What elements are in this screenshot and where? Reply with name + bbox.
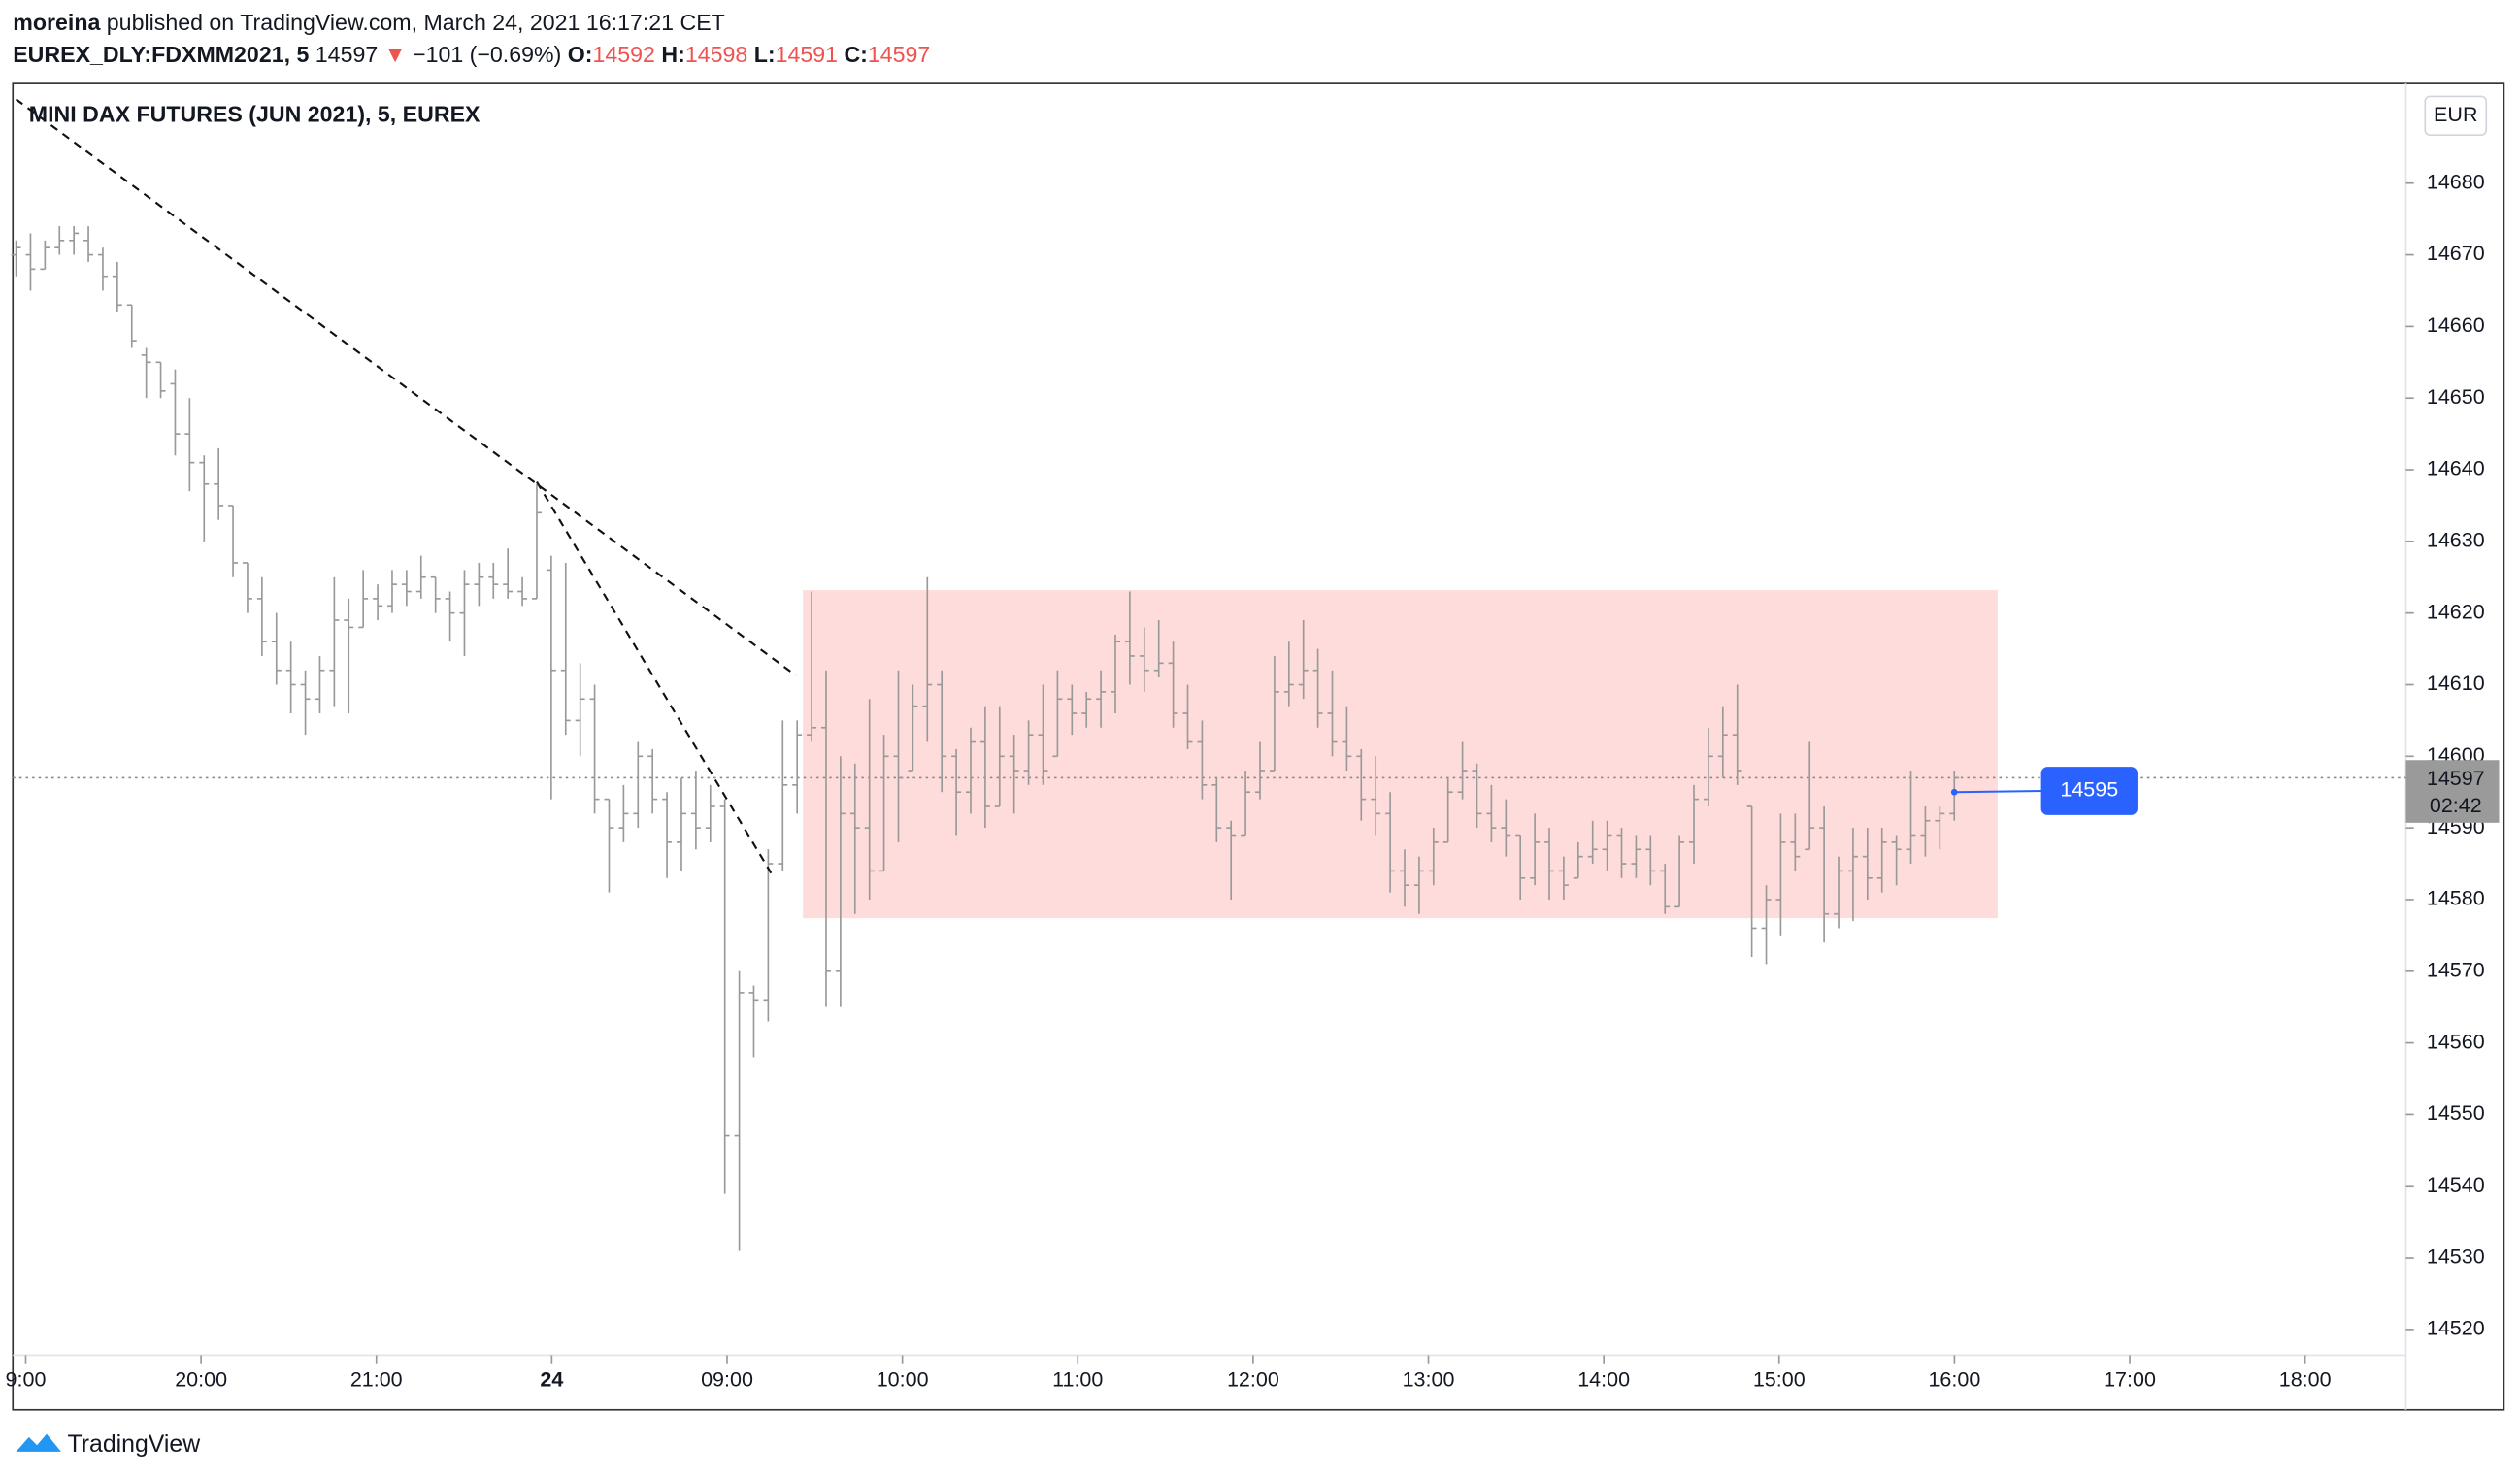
y-tick-label: 14630	[2427, 529, 2485, 552]
o: 14592	[593, 42, 655, 67]
callout-box	[2040, 767, 2138, 815]
y-tick-label: 14550	[2427, 1101, 2485, 1125]
publish-line: moreina published on TradingView.com, Ma…	[13, 10, 725, 35]
arrow: ▼	[384, 42, 407, 67]
x-tick-label: 9:00	[6, 1368, 47, 1392]
published: published on TradingView.com, March 24, …	[100, 10, 724, 35]
y-tick-label: 14520	[2427, 1317, 2485, 1340]
x-tick-label: 12:00	[1227, 1368, 1279, 1392]
x-tick-label: 20:00	[175, 1368, 227, 1392]
currency-button[interactable]	[2424, 95, 2488, 136]
logo	[16, 1433, 61, 1452]
symbol: EUREX_DLY:FDXMM2021, 5	[13, 42, 309, 67]
chart-frame	[12, 82, 2505, 1411]
h: 14598	[685, 42, 747, 67]
range-box	[803, 590, 1998, 919]
x-tick-label: 13:00	[1403, 1368, 1455, 1392]
y-tick-label: 14540	[2427, 1173, 2485, 1197]
y-tick-label: 14530	[2427, 1245, 2485, 1268]
x-tick-label: 10:00	[877, 1368, 929, 1392]
o-label: O:	[568, 42, 593, 67]
currency[interactable]: EUR	[2434, 103, 2477, 126]
x-tick-label: 18:00	[2279, 1368, 2332, 1392]
y-tick-label: 14580	[2427, 887, 2485, 910]
x-tick-label: 17:00	[2104, 1368, 2156, 1392]
y-tick-label: 14610	[2427, 672, 2485, 695]
y-tick-label: 14570	[2427, 958, 2485, 981]
x-tick-label: 09:00	[701, 1368, 753, 1392]
x-tick-label: 16:00	[1928, 1368, 1980, 1392]
brand: TradingView	[68, 1431, 201, 1458]
callout-point	[1950, 788, 1958, 796]
x-tick-label: 14:00	[1577, 1368, 1630, 1392]
x-tick-label: 21:00	[350, 1368, 403, 1392]
last-price-box	[2405, 760, 2500, 823]
y-tick-label: 14640	[2427, 457, 2485, 480]
change: −101 (−0.69%)	[413, 42, 561, 67]
countdown: 02:42	[2430, 794, 2482, 817]
y-tick-label: 14660	[2427, 313, 2485, 337]
c-label: C:	[844, 42, 867, 67]
y-tick-label: 14650	[2427, 385, 2485, 409]
y-tick-label: 14560	[2427, 1030, 2485, 1053]
x-tick-label: 11:00	[1052, 1368, 1103, 1392]
callout-line	[1954, 790, 2043, 794]
y-tick-label: 14670	[2427, 242, 2485, 265]
l: 14591	[776, 42, 838, 67]
l-label: L:	[754, 42, 776, 67]
y-tick-label: 14620	[2427, 600, 2485, 623]
y-tick-label: 14680	[2427, 170, 2485, 193]
last-price-label: 14597	[2427, 767, 2485, 790]
chart-title: MINI DAX FUTURES (JUN 2021), 5, EUREX	[29, 101, 481, 126]
trend-line	[536, 481, 773, 874]
price: 14597	[315, 42, 378, 67]
h-label: H:	[661, 42, 684, 67]
x-tick-label: 24	[540, 1368, 563, 1392]
callout-label: 14595	[2060, 778, 2118, 802]
trend-line	[15, 98, 797, 676]
symbol-line: EUREX_DLY:FDXMM2021, 5 14597 ▼ −101 (−0.…	[13, 42, 930, 67]
x-tick-label: 15:00	[1753, 1368, 1806, 1392]
plot: 1452014530145401455014560145701458014590…	[6, 98, 2485, 1392]
c: 14597	[868, 42, 930, 67]
author: moreina	[13, 10, 101, 35]
